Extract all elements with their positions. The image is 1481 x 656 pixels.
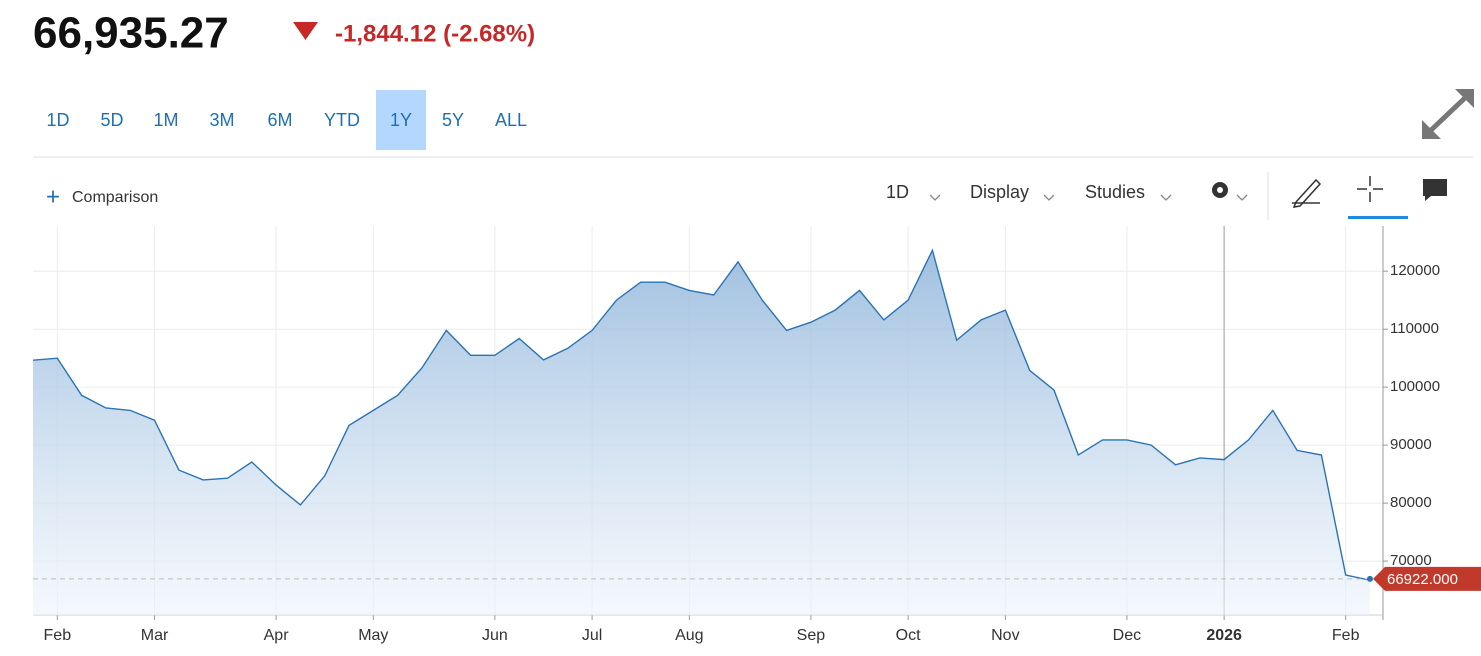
studies-button[interactable]: Studies xyxy=(1085,182,1145,202)
y-tick-label: 80000 xyxy=(1390,494,1432,511)
x-tick-label: Mar xyxy=(141,627,169,644)
y-tick-label: 100000 xyxy=(1390,378,1440,395)
y-tick-label: 110000 xyxy=(1390,320,1439,337)
range-button[interactable]: YTD xyxy=(324,110,360,130)
x-tick-label: Feb xyxy=(1332,627,1360,644)
range-button[interactable]: 1D xyxy=(46,110,69,130)
area-fill xyxy=(33,250,1370,616)
x-tick-label: Sep xyxy=(797,627,826,644)
selected-range xyxy=(376,90,426,150)
x-tick-label: Dec xyxy=(1113,627,1141,644)
y-tick-label: 90000 xyxy=(1390,436,1432,453)
x-tick-label: Oct xyxy=(896,627,921,644)
x-tick-label: Nov xyxy=(991,627,1019,644)
settings-icon[interactable] xyxy=(1212,182,1228,198)
price-line xyxy=(32,248,1371,581)
x-tick-label: May xyxy=(358,627,388,644)
price-change: -1,844.12 (-2.68%) xyxy=(335,20,535,47)
range-button[interactable]: 5D xyxy=(100,110,123,130)
price: 66,935.27 xyxy=(33,9,229,58)
dropdown-carets xyxy=(929,194,1248,201)
x-tick-label: Jul xyxy=(582,627,602,644)
x-tick-label: 2026 xyxy=(1206,627,1242,644)
range-button[interactable]: 1Y xyxy=(390,110,412,130)
y-tick-label: 70000 xyxy=(1390,552,1432,569)
y-tick-label: 120000 xyxy=(1390,262,1440,279)
down-arrow xyxy=(293,22,318,40)
range-button[interactable]: 5Y xyxy=(442,110,464,130)
range-button[interactable]: 1M xyxy=(153,110,178,130)
draw-icon[interactable] xyxy=(1292,178,1322,208)
x-tick-label: Feb xyxy=(44,627,72,644)
last-price-label: 66922.000 xyxy=(1387,571,1458,588)
range-button[interactable]: 6M xyxy=(267,110,292,130)
expand-icon[interactable] xyxy=(1422,89,1474,139)
comparison-button[interactable]: Comparison xyxy=(72,189,158,206)
last-price-tag xyxy=(1373,566,1481,591)
interval-button[interactable]: 1D xyxy=(886,182,909,202)
plus-icon[interactable]: + xyxy=(46,183,60,210)
x-tick-label: Aug xyxy=(675,627,703,644)
range-button[interactable]: 3M xyxy=(209,110,234,130)
last-point xyxy=(1367,575,1373,582)
display-button[interactable]: Display xyxy=(970,182,1029,202)
crosshair-icon[interactable] xyxy=(1357,176,1383,202)
range-button[interactable]: ALL xyxy=(495,110,527,130)
active-tool-underline xyxy=(1348,216,1408,219)
x-tick-label: Apr xyxy=(264,627,290,644)
comment-icon[interactable] xyxy=(1423,179,1447,201)
x-tick-label: Jun xyxy=(482,627,508,644)
